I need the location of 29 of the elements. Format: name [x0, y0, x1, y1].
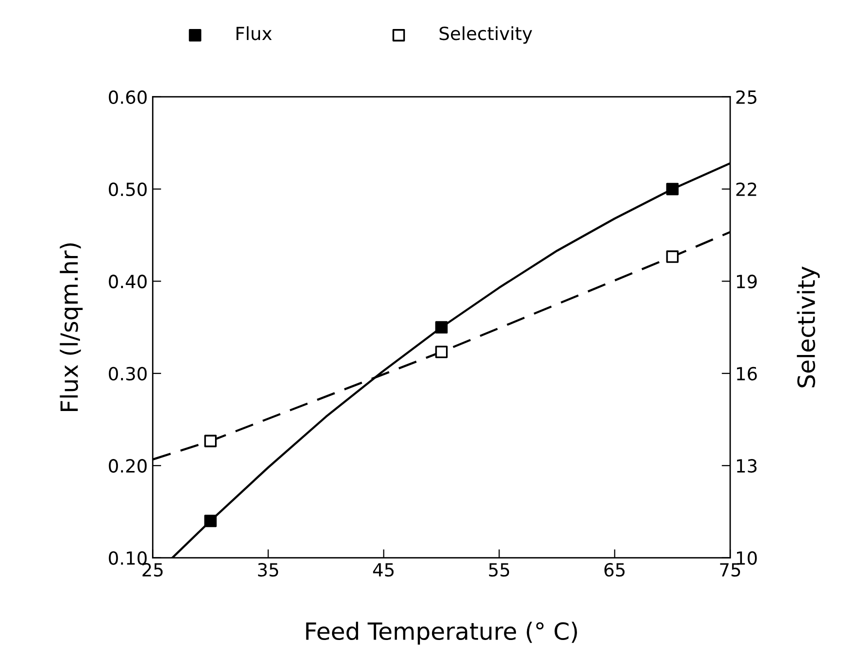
x-tick-label: 35 — [258, 562, 278, 577]
point — [666, 250, 679, 263]
y-tick-label: 0.50 — [108, 182, 147, 196]
y-tick-label: 0.20 — [108, 459, 147, 473]
x-tick-label: 45 — [373, 563, 394, 577]
y-tick-label: 0.30 — [108, 366, 147, 381]
point — [435, 321, 448, 334]
x-axis-title: Feed Temperature (° C) — [306, 622, 577, 645]
y2-tick-label: 10 — [737, 551, 757, 565]
x-tick-label: 65 — [604, 562, 625, 577]
y2-tick-label: 22 — [736, 182, 756, 196]
y2-tick-label: 16 — [737, 366, 757, 381]
point — [435, 346, 448, 358]
legend-label: Flux — [236, 26, 272, 40]
y2-axis-title: Selectivity — [796, 266, 820, 388]
y-tick-label: 0.40 — [108, 274, 147, 288]
y2-tick-label: 19 — [737, 274, 757, 288]
point — [204, 514, 217, 528]
y2-tick-label: 13 — [737, 459, 757, 473]
x-tick-label: 55 — [489, 563, 510, 577]
y-tick-label: 0.60 — [108, 90, 147, 104]
point — [204, 434, 217, 448]
y-axis-title: Flux (l/sqm.hr) — [60, 243, 83, 411]
x-tick-label: 25 — [142, 562, 163, 577]
y-tick-label: 0.10 — [108, 551, 147, 565]
x-tick-label: 75 — [720, 563, 740, 577]
legend-label: Selectivity — [440, 26, 532, 44]
y2-tick-label: 25 — [736, 90, 756, 104]
point — [666, 182, 679, 196]
